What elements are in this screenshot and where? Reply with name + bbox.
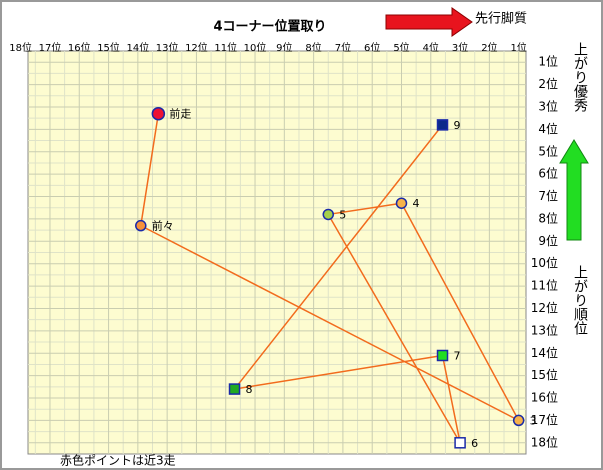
x-tick-label: 3位: [452, 41, 468, 54]
point-label: 6: [471, 437, 478, 450]
y-tick-label: 18位: [531, 434, 558, 449]
point: [512, 414, 525, 427]
point: [151, 106, 166, 121]
y-tick-label: 13位: [531, 322, 558, 337]
point-label: 5: [339, 208, 346, 221]
y-tick-label: 6位: [538, 166, 558, 181]
x-tick-label: 13位: [156, 41, 179, 54]
y-tick-label: 14位: [531, 345, 558, 360]
point: [228, 383, 241, 395]
x-tick-label: 11位: [214, 41, 237, 54]
x-tick-label: 14位: [126, 41, 149, 54]
point-label: 前々: [152, 219, 174, 233]
y-tick-label: 8位: [538, 210, 558, 225]
x-tick-label: 2位: [481, 41, 497, 54]
x-tick-label: 18位: [9, 41, 32, 54]
y-tick-label: 10位: [531, 255, 558, 270]
footnote: 赤色ポイントは近3走: [60, 454, 176, 468]
arrow-right: [385, 7, 473, 37]
y-tick-label: 7位: [538, 188, 558, 203]
direction-label: 先行脚質: [475, 11, 527, 27]
y-tick-label: 1位: [538, 54, 558, 69]
y-tick-label: 16位: [531, 390, 558, 405]
point-label: 8: [246, 383, 253, 396]
y-tick-label: 11位: [531, 278, 558, 293]
point-label: 前走: [169, 107, 191, 121]
x-tick-label: 12位: [185, 41, 208, 54]
point: [454, 437, 466, 449]
point: [436, 349, 449, 362]
point-label: 9: [454, 119, 461, 132]
arrow-up: [559, 139, 589, 241]
point: [436, 119, 449, 131]
y-axis-title: 上がり順位: [572, 265, 588, 335]
x-tick-label: 5位: [393, 41, 409, 54]
point-label: 7: [454, 349, 461, 362]
x-tick-label: 9位: [276, 41, 292, 54]
y-tick-label: 17位: [531, 412, 558, 427]
y-tick-label: 2位: [538, 76, 558, 91]
y-tick-label: 3位: [538, 98, 558, 113]
point-label: 4: [413, 197, 420, 210]
top-right-label: 上がり優秀: [572, 42, 588, 113]
x-tick-label: 8位: [305, 41, 321, 54]
x-tick-label: 7位: [335, 41, 351, 54]
x-tick-label: 1位: [510, 41, 526, 54]
point: [322, 208, 335, 221]
x-tick-label: 17位: [39, 41, 62, 54]
point: [395, 197, 408, 209]
point: [135, 219, 147, 232]
x-tick-label: 4位: [423, 41, 439, 54]
y-tick-label: 9位: [538, 233, 558, 248]
chart-title: 4コーナー位置取り: [213, 19, 326, 35]
x-tick-label: 15位: [97, 41, 120, 54]
point-label: 3: [530, 414, 537, 427]
y-tick-label: 15位: [531, 367, 558, 382]
x-tick-label: 10位: [244, 41, 267, 54]
x-tick-label: 16位: [68, 41, 91, 54]
y-tick-label: 5位: [538, 143, 558, 158]
y-tick-label: 12位: [531, 300, 558, 315]
x-tick-label: 6位: [364, 41, 380, 54]
y-tick-label: 4位: [538, 121, 558, 136]
